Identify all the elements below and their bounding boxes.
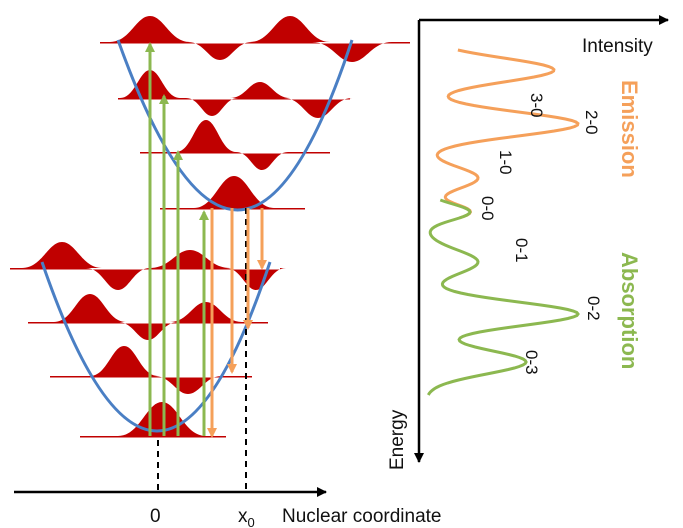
- energy-axis-title: Energy: [387, 409, 408, 470]
- excited-state-potential: [116, 39, 354, 212]
- peak-label-2-0: 2-0: [582, 110, 601, 135]
- peak-label-3-0: 3-0: [527, 93, 546, 118]
- emission-arrows: [207, 208, 267, 438]
- vibrational-wavefunctions: [10, 16, 410, 438]
- peak-label-0-3: 0-3: [522, 350, 541, 375]
- peak-label-0-1: 0-1: [512, 238, 531, 263]
- absorption-spectrum: [427, 198, 580, 396]
- wavefunction-level: [80, 402, 226, 438]
- wavefunction-level: [140, 120, 330, 170]
- peak-label-0-2: 0-2: [584, 296, 603, 321]
- intensity-axis-title: Intensity: [582, 36, 653, 57]
- peak-label-1-0: 1-0: [496, 150, 515, 175]
- wavefunction-level: [160, 176, 305, 210]
- wavefunction-level: [50, 346, 252, 394]
- absorption-arrows: [145, 42, 209, 436]
- ground-state-potential: [40, 261, 272, 433]
- wavefunction-level: [28, 294, 268, 340]
- wavefunction-level: [100, 16, 410, 62]
- emission-label: Emission: [617, 80, 642, 178]
- x0-label: x0: [238, 506, 255, 528]
- wavefunction-level: [118, 70, 352, 118]
- wavefunction-level: [10, 242, 286, 290]
- absorption-label: Absorption: [617, 252, 642, 369]
- origin-label: 0: [150, 506, 161, 527]
- x-axis-title: Nuclear coordinate: [282, 506, 441, 527]
- emission-spectrum: [435, 48, 580, 220]
- peak-label-0-0: 0-0: [478, 196, 497, 221]
